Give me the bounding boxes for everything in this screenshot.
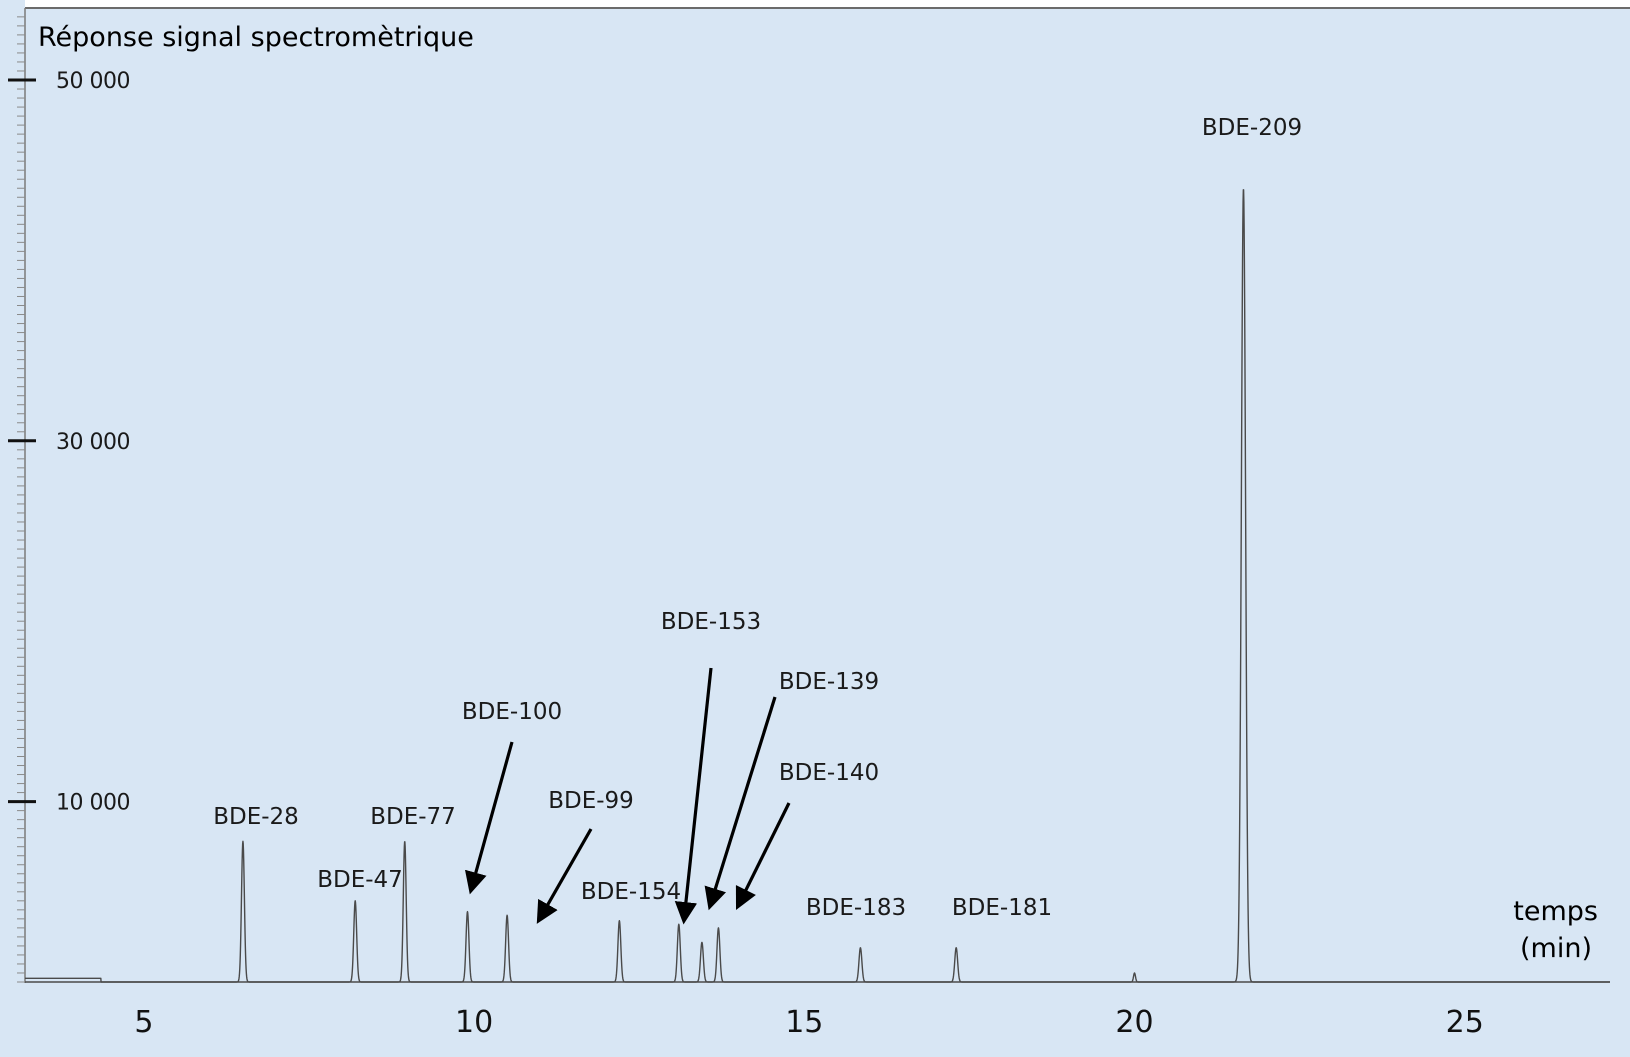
peak-label-bde-153: BDE-153 <box>661 609 761 635</box>
chromatogram-trace <box>24 189 1611 983</box>
x-axis-ticks: 5 10 15 20 25 <box>134 1005 1483 1040</box>
peak-label-bde-28: BDE-28 <box>213 804 299 830</box>
y-tick-label: 50 000 <box>56 69 130 94</box>
peak-label-bde-77: BDE-77 <box>370 804 456 830</box>
peak-label-bde-99: BDE-99 <box>548 788 634 814</box>
peak-label-bde-181: BDE-181 <box>952 895 1052 921</box>
y-tick-label: 30 000 <box>56 430 130 455</box>
peak-label-bde-100: BDE-100 <box>462 699 562 725</box>
x-axis-title-line2: (min) <box>1520 933 1592 964</box>
y-axis-minor-ticks <box>17 16 25 983</box>
peak-label-bde-139: BDE-139 <box>779 669 879 695</box>
arrow-bde-140 <box>735 802 791 911</box>
x-tick-label: 15 <box>785 1005 823 1040</box>
y-axis-major-ticks: 10 000 30 000 50 000 <box>8 69 130 816</box>
arrow-bde-153 <box>674 667 713 925</box>
peak-label-bde-140: BDE-140 <box>779 760 879 786</box>
y-tick-label: 10 000 <box>56 791 130 816</box>
y-axis-title: Réponse signal spectromètrique <box>38 22 474 53</box>
arrow-bde-139 <box>704 696 777 911</box>
x-tick-label: 25 <box>1446 1005 1484 1040</box>
plot-background <box>25 8 1630 983</box>
x-tick-label: 20 <box>1115 1005 1153 1040</box>
arrow-bde-100 <box>464 741 514 895</box>
peak-label-bde-183: BDE-183 <box>806 895 906 921</box>
arrow-bde-99 <box>536 828 593 924</box>
peak-label-bde-209: BDE-209 <box>1202 115 1302 141</box>
x-tick-label: 10 <box>455 1005 493 1040</box>
x-axis-band <box>0 983 1630 1057</box>
peak-labels: BDE-28 BDE-47 BDE-77 BDE-100 BDE-99 BDE-154 BD… <box>213 115 1302 921</box>
left-edge-band <box>0 0 25 983</box>
peak-label-bde-154: BDE-154 <box>581 879 681 905</box>
peak-arrows <box>464 667 791 925</box>
peak-label-bde-47: BDE-47 <box>317 867 403 893</box>
x-tick-label: 5 <box>134 1005 153 1040</box>
x-axis-title-line1: temps <box>1513 896 1598 927</box>
